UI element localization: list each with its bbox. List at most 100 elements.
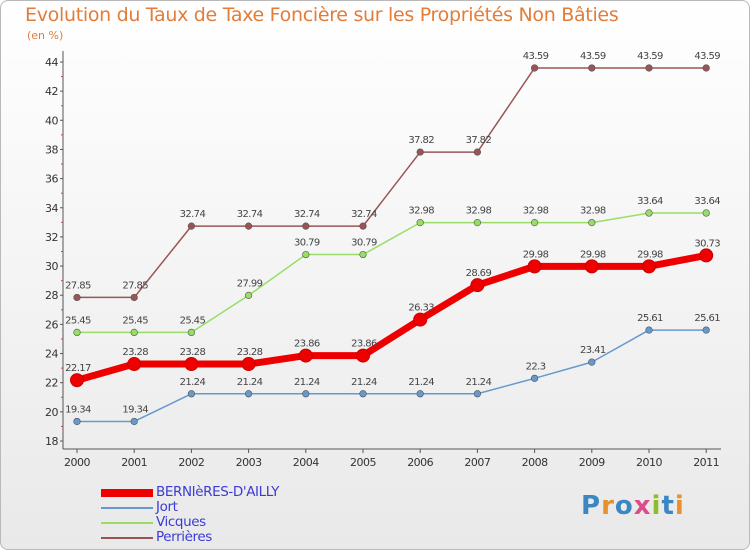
y-tick-label: 24 xyxy=(45,348,58,361)
legend-swatch xyxy=(101,522,153,524)
data-point xyxy=(302,222,310,230)
data-point xyxy=(130,417,138,426)
x-tick-label: 2000 xyxy=(64,456,90,469)
data-label: 19.34 xyxy=(65,404,91,415)
legend-label: Perrières xyxy=(156,529,212,545)
data-point xyxy=(588,219,596,227)
data-label: 30.73 xyxy=(694,238,720,249)
logo-letter: i xyxy=(674,491,685,521)
data-label: 32.98 xyxy=(408,206,434,217)
proxiti-logo: Proxiti xyxy=(581,491,685,521)
logo-letter: o xyxy=(614,491,634,521)
series-line-0 xyxy=(73,251,710,384)
data-label: 43.59 xyxy=(694,51,720,62)
x-tick-label: 2002 xyxy=(178,456,204,469)
data-label: 32.98 xyxy=(523,206,549,217)
data-point xyxy=(70,373,84,388)
x-tick-label: 2007 xyxy=(464,456,490,469)
data-label: 19.34 xyxy=(122,404,148,415)
x-tick-label: 2008 xyxy=(522,456,548,469)
data-point xyxy=(530,374,539,382)
data-label: 33.64 xyxy=(637,196,663,207)
y-tick-label: 36 xyxy=(45,173,58,186)
data-point xyxy=(241,357,256,372)
data-label: 25.61 xyxy=(637,313,663,324)
data-point xyxy=(187,328,195,337)
y-tick-label: 28 xyxy=(45,289,58,302)
data-label: 23.86 xyxy=(351,339,377,350)
y-tick-label: 38 xyxy=(45,143,58,156)
data-label: 28.69 xyxy=(466,268,492,279)
y-tick-label: 44 xyxy=(45,56,58,69)
data-point xyxy=(187,390,195,398)
data-label: 43.59 xyxy=(523,51,549,62)
data-point xyxy=(356,348,370,363)
data-point xyxy=(588,64,596,72)
data-point xyxy=(584,259,599,274)
y-tick-label: 30 xyxy=(45,260,58,273)
data-point xyxy=(302,390,310,398)
legend-swatch xyxy=(101,507,153,509)
y-tick-label: 32 xyxy=(45,231,58,244)
data-label: 23.86 xyxy=(294,339,320,350)
data-label: 21.24 xyxy=(180,377,206,388)
chart-title: Evolution du Taux de Taxe Foncière sur l… xyxy=(25,4,619,26)
x-tick-label: 2006 xyxy=(407,456,433,469)
data-label: 29.98 xyxy=(523,249,549,260)
data-label: 21.24 xyxy=(466,377,492,388)
data-label: 27.99 xyxy=(237,278,263,289)
data-point xyxy=(298,348,313,363)
data-label: 27.85 xyxy=(122,280,148,291)
data-label: 32.74 xyxy=(351,209,377,220)
data-label: 29.98 xyxy=(637,249,663,260)
data-label: 32.98 xyxy=(580,206,606,217)
data-point xyxy=(359,390,367,398)
data-point xyxy=(530,64,539,72)
data-point xyxy=(73,417,81,426)
data-label: 25.45 xyxy=(122,315,148,326)
data-label: 25.45 xyxy=(180,315,206,326)
data-point xyxy=(130,293,138,302)
logo-letter: i xyxy=(651,491,662,521)
data-label: 25.45 xyxy=(65,315,91,326)
data-point xyxy=(416,390,424,398)
data-point xyxy=(588,358,596,366)
legend-swatch xyxy=(101,537,153,539)
y-tick-label: 18 xyxy=(45,435,58,448)
legend-label: BERNIèRES-D'AILLY xyxy=(156,484,279,500)
data-point xyxy=(187,222,195,230)
data-point xyxy=(702,326,710,334)
data-label: 27.85 xyxy=(65,280,91,291)
data-label: 30.79 xyxy=(351,238,377,249)
data-label: 23.28 xyxy=(180,347,206,358)
data-point xyxy=(473,148,482,156)
series-line-3 xyxy=(76,67,707,299)
unit-label: (en %) xyxy=(27,29,64,42)
y-tick-label: 22 xyxy=(45,377,58,390)
data-point xyxy=(699,248,714,263)
data-point xyxy=(245,222,253,230)
data-point xyxy=(527,259,542,274)
data-label: 21.24 xyxy=(237,377,263,388)
data-label: 22.3 xyxy=(526,361,546,372)
data-point xyxy=(73,328,81,337)
logo-letter: r xyxy=(601,491,615,521)
logo-letter: P xyxy=(581,491,602,521)
legend-swatch xyxy=(101,489,153,497)
data-point xyxy=(473,219,482,227)
data-label: 32.74 xyxy=(294,209,320,220)
data-label: 37.82 xyxy=(466,135,492,146)
data-point xyxy=(642,259,656,274)
data-point xyxy=(127,357,142,372)
y-tick-label: 34 xyxy=(45,202,58,215)
data-point xyxy=(245,291,253,299)
data-label: 29.98 xyxy=(580,249,606,260)
data-label: 21.24 xyxy=(294,377,320,388)
data-label: 23.28 xyxy=(122,347,148,358)
data-label: 25.61 xyxy=(694,313,720,324)
x-tick-label: 2003 xyxy=(236,456,262,469)
data-point xyxy=(359,250,367,259)
data-label: 26.33 xyxy=(408,303,434,314)
legend-label: Jort xyxy=(156,499,178,515)
